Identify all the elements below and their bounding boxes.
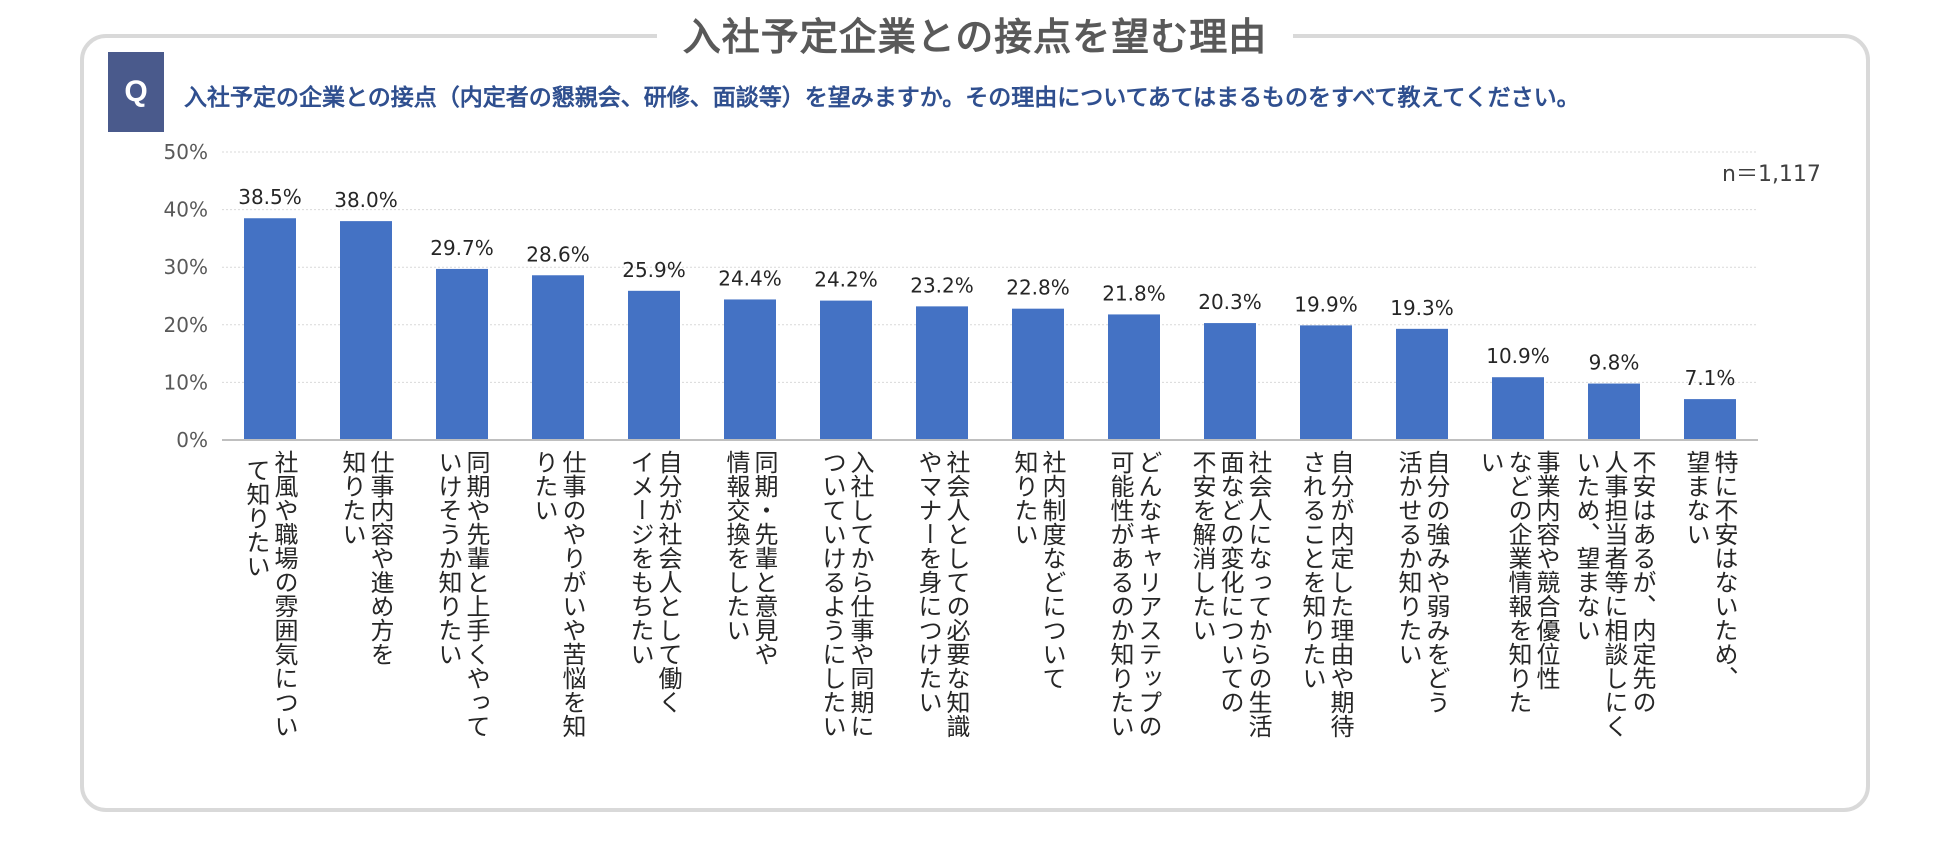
bar (1492, 377, 1544, 440)
y-tick-label: 20% (164, 313, 208, 337)
bar (244, 218, 296, 440)
data-label: 19.3% (1390, 296, 1454, 320)
bar (340, 221, 392, 440)
y-tick-label: 0% (176, 428, 208, 452)
bar (1204, 323, 1256, 440)
data-label: 22.8% (1006, 276, 1070, 300)
y-tick-label: 50% (164, 140, 208, 164)
category-label: 不安はあるが、内定先の 人事担当者等に相談しにく いため、望まない (1572, 450, 1656, 738)
y-tick-label: 40% (164, 198, 208, 222)
category-label: 同期・先輩と意見や 情報交換をしたい (722, 450, 778, 666)
bar (1108, 314, 1160, 440)
y-tick-label: 30% (164, 255, 208, 279)
bar (916, 306, 968, 440)
y-tick-label: 10% (164, 370, 208, 394)
category-label: 自分が内定した理由や期待 されることを知りたい (1298, 450, 1354, 738)
category-label: 社風や職場の雰囲気につい て知りたい (242, 450, 298, 738)
category-label: 同期や先輩と上手くやって いけそうか知りたい (434, 450, 490, 738)
category-label: 社会人になってからの生活 面などの変化についての 不安を解消したい (1188, 450, 1272, 738)
category-label: 社内制度などについて 知りたい (1010, 450, 1066, 690)
bar (820, 300, 872, 440)
bar (1012, 308, 1064, 440)
category-label: 特に不安はないため、 望まない (1682, 450, 1738, 690)
question-marker: Q (108, 52, 164, 132)
bar (724, 299, 776, 440)
bar (1300, 325, 1352, 440)
data-label: 38.5% (238, 185, 302, 209)
data-label: 19.9% (1294, 292, 1358, 316)
data-label: 20.3% (1198, 290, 1262, 314)
sample-size-label: n＝1,117 (1722, 162, 1821, 187)
data-label: 24.2% (814, 268, 878, 292)
category-label: 入社してから仕事や同期に ついていけるようにしたい (818, 450, 874, 738)
question-text: 入社予定の企業との接点（内定者の懇親会、研修、面談等）を望みますか。その理由につ… (184, 85, 1580, 111)
bar (436, 268, 488, 440)
data-label: 23.2% (910, 273, 974, 297)
data-label: 25.9% (622, 258, 686, 282)
category-label: どんなキャリアステップの 可能性があるのか知りたい (1106, 450, 1162, 738)
data-label: 7.1% (1685, 366, 1736, 390)
bar (1588, 383, 1640, 440)
data-label: 9.8% (1589, 351, 1640, 375)
data-label: 38.0% (334, 188, 398, 212)
data-label: 10.9% (1486, 344, 1550, 368)
bar (628, 290, 680, 440)
chart-title: 入社予定企業との接点を望む理由 (656, 6, 1294, 61)
category-label: 自分の強みや弱みをどう 活かせるか知りたい (1394, 450, 1450, 714)
category-label: 自分が社会人として働く イメージをもちたい (626, 450, 682, 714)
data-label: 24.4% (718, 266, 782, 290)
bar (1684, 399, 1736, 440)
data-label: 28.6% (526, 242, 590, 266)
bar (532, 275, 584, 440)
data-label: 21.8% (1102, 281, 1166, 305)
data-label: 29.7% (430, 236, 494, 260)
category-label: 仕事内容や進め方を 知りたい (338, 450, 394, 666)
category-label: 社会人としての必要な知識 やマナーを身につけたい (914, 450, 970, 738)
title-wrap: 入社予定企業との接点を望む理由 (0, 6, 1950, 61)
bar (1396, 328, 1448, 440)
category-label: 事業内容や競合優位性 などの企業情報を知りた い (1476, 450, 1560, 714)
category-label: 仕事のやりがいや苦悩を知 りたい (530, 450, 586, 738)
